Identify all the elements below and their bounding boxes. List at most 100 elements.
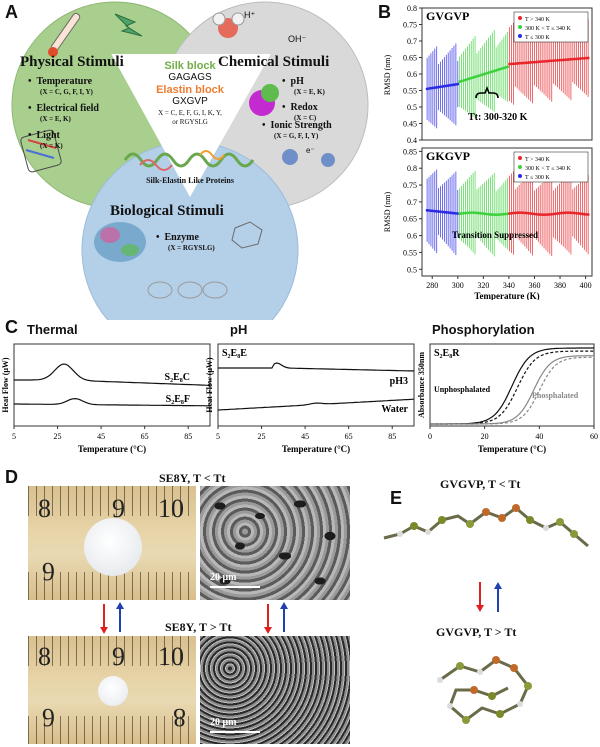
center-caption: Silk-Elastin Like Proteins xyxy=(146,176,234,185)
physical-item-temperature: • Temperature xyxy=(28,76,93,87)
chemical-item-ph-sub: (X = E, K) xyxy=(294,88,325,96)
ruler-bottom-num-9: 9 xyxy=(112,642,125,671)
c-ph-bottom-label: Water xyxy=(381,404,408,415)
c-ph-top-label: pH3 xyxy=(390,376,408,387)
b-top-ytick-label: 0.65 xyxy=(403,54,417,63)
c-thermal-xtick-label: 45 xyxy=(97,432,105,441)
b-bot-ytick-label: 0.75 xyxy=(403,181,417,190)
c-phos-frame xyxy=(429,343,595,427)
c-phos-xlabel: Temperature (°C) xyxy=(478,444,546,454)
elastin-block-label: Elastin block xyxy=(156,84,224,96)
ruler-bottom-num-8b: 8 xyxy=(173,703,186,732)
c-thermal-xtick-label: 85 xyxy=(184,432,192,441)
e-top-label: GVGVP, T < Tt xyxy=(440,477,521,491)
c-ph-frame xyxy=(217,343,415,427)
b-bot-legend-marker xyxy=(518,156,522,160)
e-arrow-up-blue xyxy=(494,582,502,612)
c-phos-curve-phos-dash xyxy=(430,356,594,425)
b-bot-point xyxy=(565,211,569,215)
d-arrow-down-red-left xyxy=(100,604,108,634)
b-xtick-label: 340 xyxy=(503,281,515,290)
panel-c-charts: 5 25 45 65 85 Temperature (°C) Heat Flow (μW) S… xyxy=(1,343,598,454)
c-ph-ylabel: Heat Flow (μW) xyxy=(205,357,214,413)
b-bot-ytick-label: 0.85 xyxy=(403,147,417,156)
d-arrow-up-blue-right xyxy=(280,602,288,632)
biological-item-enzyme-sub: (X = RGYSLG) xyxy=(168,244,215,252)
c-ph-corner-label: S₂E₈E xyxy=(222,348,247,359)
b-top-annotation: Tt: 300-320 K xyxy=(468,112,528,123)
c-thermal-frame xyxy=(13,343,211,427)
sem-image-bottom: 20 μm xyxy=(200,636,350,744)
ion-sphere-icon xyxy=(282,149,335,167)
d-arrow-down-red-right xyxy=(264,604,272,634)
ruler-photo-bottom: 8 9 10 6 8 xyxy=(28,636,196,744)
chemical-title: Chemical Stimuli xyxy=(218,54,330,70)
b-bot-point xyxy=(517,211,521,215)
biological-list: • Enzyme (X = RGYSLG) xyxy=(156,232,215,254)
panel-b-letter: B xyxy=(378,2,391,22)
c-phos-xtick-label: 60 xyxy=(590,432,598,441)
d-bottom-label: SE8Y, T > Tt xyxy=(165,620,232,634)
b-top-ytick-label: 0.75 xyxy=(403,21,417,30)
b-top-legend-box xyxy=(513,11,589,43)
c-ph-xtick-label: 5 xyxy=(216,432,220,441)
panel-c-letter: C xyxy=(5,317,18,337)
chemical-item-ionic-sub: (X = G, F, I, Y) xyxy=(274,132,319,140)
ruler-photo-top: 8 9 10 6 xyxy=(28,486,196,600)
x-definition-2: or RGYSLG xyxy=(172,118,208,126)
b-bot-ytick-label: 0.55 xyxy=(403,248,417,257)
gel-disc-swollen xyxy=(84,518,142,576)
c-thermal-xlabel: Temperature (°C) xyxy=(78,444,146,454)
c-ph-xlabel: Temperature (°C) xyxy=(282,444,350,454)
c-thermal-curve-f xyxy=(14,397,210,407)
b-xtick-label: 380 xyxy=(554,281,566,290)
b-bot-legend-marker xyxy=(518,165,522,169)
b-bot-ytick-label: 0.65 xyxy=(403,215,417,224)
aggregate-icons xyxy=(147,281,228,299)
b-top-ytick-label: 0.5 xyxy=(407,103,417,112)
enzyme-structure-icon xyxy=(94,222,146,262)
x-definition: X = C, E, F, G, I, K, Y, xyxy=(158,109,222,117)
physical-item-light-sub: (X = K) xyxy=(40,142,63,150)
scale-bar-bottom xyxy=(210,731,260,733)
b-top-ytick-label: 0.45 xyxy=(403,120,417,129)
c-phos-unphos-label: Unphosphalated xyxy=(434,385,491,394)
c-thermal-top-label: S₂E₈C xyxy=(165,372,190,383)
d-arrow-up-blue-left xyxy=(116,602,124,632)
panel-b-rmsd-charts: 0.8 0.75 0.7 0.65 0.6 0.55 0.5 0.45 0.4 GVGVP T > … xyxy=(383,4,593,300)
b-bot-ytick-label: 0.5 xyxy=(407,265,417,274)
gel-disc-shrunk xyxy=(98,676,128,706)
center-triangle xyxy=(111,54,271,198)
chemical-item-redox-sub: (X = C) xyxy=(294,114,317,122)
c-thermal-xtick-label: 5 xyxy=(12,432,16,441)
b-top-legend-marker xyxy=(518,25,522,29)
e-arrow-down-red xyxy=(476,582,484,612)
center-text: Silk block GAGAGS Elastin block GXGVP X … xyxy=(130,60,250,127)
b-bot-frame xyxy=(421,147,593,277)
water-molecule-icon xyxy=(212,12,245,38)
b-bot-legend-marker xyxy=(518,174,522,178)
c-ph-xtick-label: 45 xyxy=(301,432,309,441)
b-top-point xyxy=(506,65,510,69)
c-thermal-ylabel: Heat Flow (μW) xyxy=(1,357,10,413)
c-phos-corner-label: S₂E₈R xyxy=(434,348,460,359)
ruler-top-num-9: 9 xyxy=(112,494,125,523)
ion-oh-label: OH⁻ xyxy=(288,34,307,44)
thermometer-icon xyxy=(48,12,81,57)
b-top-legend-marker xyxy=(518,34,522,38)
b-bot-legend-label: T > 340 K xyxy=(525,157,550,163)
b-bot-point xyxy=(586,213,590,216)
lightning-icon xyxy=(114,13,143,37)
b-top-legend-label: T > 340 K xyxy=(525,17,550,23)
physical-list: • Temperature (X = C, G, F, I, Y) • Elec… xyxy=(28,76,99,152)
ion-e-label: e⁻ xyxy=(306,146,315,155)
b-top-point xyxy=(586,56,590,60)
panel-a-venn xyxy=(11,1,369,320)
sugar-structure-icon xyxy=(231,221,263,249)
c-phos-xtick-label: 20 xyxy=(481,432,489,441)
b-bot-legend-label: T ≤ 300 K xyxy=(525,175,550,181)
silk-block-label: Silk block xyxy=(164,60,216,72)
ruler-top-num-6: 6 xyxy=(42,557,55,586)
scale-text-top: 20 μm xyxy=(210,572,237,583)
coil-icon xyxy=(20,129,62,173)
